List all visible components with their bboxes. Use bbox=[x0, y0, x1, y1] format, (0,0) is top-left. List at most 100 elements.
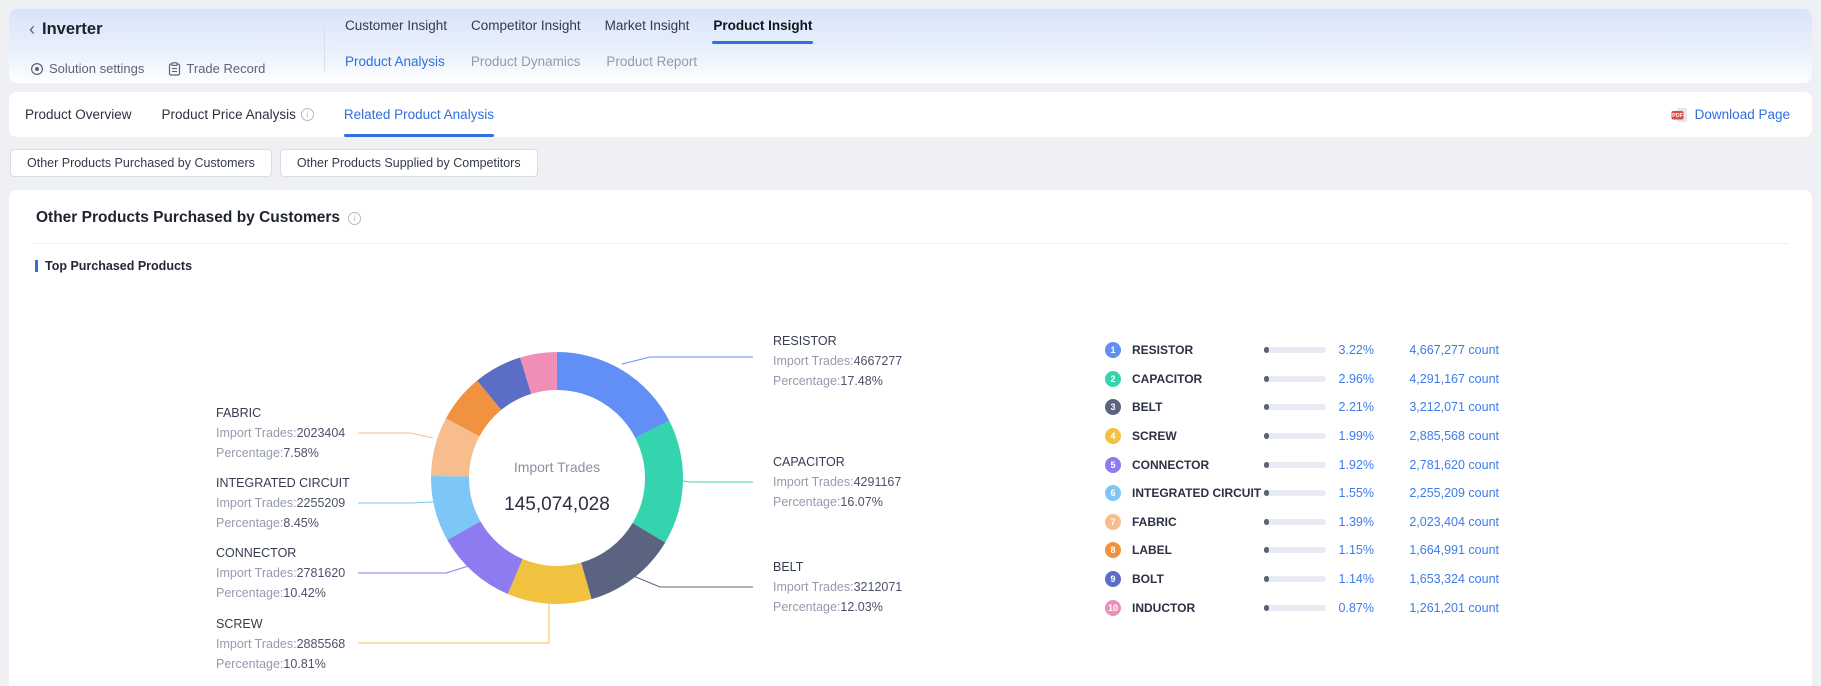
sub-section-title: Top Purchased Products bbox=[45, 259, 192, 273]
rank-bar bbox=[1264, 376, 1326, 382]
rank-bar bbox=[1264, 462, 1326, 468]
rank-percent: 1.14% bbox=[1326, 572, 1374, 586]
ranking-row[interactable]: 8 LABEL 1.15% 1,664,991 count bbox=[1105, 536, 1499, 565]
tab-product-report[interactable]: Product Report bbox=[606, 53, 697, 71]
donut-segment-screw[interactable] bbox=[508, 559, 592, 604]
rank-bar-fill bbox=[1264, 490, 1269, 496]
rank-badge: 9 bbox=[1105, 571, 1121, 587]
rank-bar-fill bbox=[1264, 462, 1269, 468]
section-title-row: Other Products Purchased by Customers i bbox=[36, 209, 361, 227]
page: ‹ Inverter Solution settings Trade Recor… bbox=[0, 0, 1821, 686]
clipboard-icon bbox=[168, 62, 181, 76]
ranking-row[interactable]: 6 INTEGRATED CIRCUIT 1.55% 2,255,209 cou… bbox=[1105, 479, 1499, 508]
tab-customer-insight[interactable]: Customer Insight bbox=[345, 17, 447, 35]
rank-badge: 4 bbox=[1105, 428, 1121, 444]
solution-settings-label: Solution settings bbox=[49, 61, 144, 76]
rank-count: 4,667,277 count bbox=[1374, 343, 1499, 357]
rank-bar-fill bbox=[1264, 605, 1269, 611]
rank-name: INDUCTOR bbox=[1132, 601, 1264, 615]
rank-bar bbox=[1264, 547, 1326, 553]
rank-count: 2,023,404 count bbox=[1374, 515, 1499, 529]
rank-percent: 2.96% bbox=[1326, 372, 1374, 386]
tab-product-price-analysis-label: Product Price Analysis bbox=[162, 107, 296, 122]
rank-badge: 7 bbox=[1105, 514, 1121, 530]
callout-pct-value: 17.48% bbox=[840, 374, 882, 388]
ranking-row[interactable]: 9 BOLT 1.14% 1,653,324 count bbox=[1105, 565, 1499, 594]
filter-purchased-by-customers[interactable]: Other Products Purchased by Customers bbox=[10, 149, 272, 177]
tab-related-product-analysis[interactable]: Related Product Analysis bbox=[344, 92, 494, 137]
callout-pct-key: Percentage: bbox=[216, 586, 283, 600]
callout-pct-key: Percentage: bbox=[216, 446, 283, 460]
filter-row: Other Products Purchased by Customers Ot… bbox=[10, 149, 538, 177]
callout-integrated-circuit: INTEGRATED CIRCUIT Import Trades:2255209… bbox=[216, 473, 396, 533]
callout-belt: BELT Import Trades:3212071 Percentage:12… bbox=[773, 557, 953, 617]
rank-name: CAPACITOR bbox=[1132, 372, 1264, 386]
callout-resistor: RESISTOR Import Trades:4667277 Percentag… bbox=[773, 331, 953, 391]
callout-name: BELT bbox=[773, 557, 953, 577]
tab-related-product-analysis-label: Related Product Analysis bbox=[344, 107, 494, 122]
tab-market-insight[interactable]: Market Insight bbox=[605, 17, 690, 35]
callout-pct-value: 16.07% bbox=[840, 495, 882, 509]
info-icon[interactable]: i bbox=[301, 108, 314, 121]
nav-divider bbox=[339, 43, 1802, 44]
ranking-row[interactable]: 10 INDUCTOR 0.87% 1,261,201 count bbox=[1105, 593, 1499, 622]
tab-product-overview[interactable]: Product Overview bbox=[25, 92, 132, 137]
tab-competitor-insight[interactable]: Competitor Insight bbox=[471, 17, 581, 35]
rank-count: 2,781,620 count bbox=[1374, 458, 1499, 472]
main-nav: Customer Insight Competitor Insight Mark… bbox=[345, 17, 812, 35]
callout-name: SCREW bbox=[216, 614, 396, 634]
download-page-button[interactable]: PDF Download Page bbox=[1671, 92, 1790, 137]
callout-trades-value: 2255209 bbox=[297, 496, 346, 510]
callout-pct-value: 7.58% bbox=[283, 446, 318, 460]
callout-trades-key: Import Trades: bbox=[216, 566, 297, 580]
donut-segment-resistor[interactable] bbox=[557, 352, 669, 438]
rank-bar bbox=[1264, 490, 1326, 496]
tab-product-dynamics[interactable]: Product Dynamics bbox=[471, 53, 581, 71]
ranking-row[interactable]: 5 CONNECTOR 1.92% 2,781,620 count bbox=[1105, 450, 1499, 479]
ranking-row[interactable]: 2 CAPACITOR 2.96% 4,291,167 count bbox=[1105, 365, 1499, 394]
rank-badge: 10 bbox=[1105, 600, 1121, 616]
donut-center-label: Import Trades bbox=[457, 459, 657, 475]
section-divider bbox=[32, 243, 1789, 244]
section-title: Other Products Purchased by Customers bbox=[36, 209, 340, 227]
callout-trades-key: Import Trades: bbox=[216, 496, 297, 510]
download-page-label: Download Page bbox=[1695, 107, 1790, 122]
toolbar-tabs: Product Overview Product Price Analysis … bbox=[25, 92, 494, 137]
info-icon[interactable]: i bbox=[348, 212, 361, 225]
callout-pct-key: Percentage: bbox=[773, 600, 840, 614]
rank-bar-fill bbox=[1264, 433, 1269, 439]
main-panel: Other Products Purchased by Customers i … bbox=[9, 190, 1812, 686]
rank-badge: 2 bbox=[1105, 371, 1121, 387]
ranking-row[interactable]: 4 SCREW 1.99% 2,885,568 count bbox=[1105, 422, 1499, 451]
ranking-row[interactable]: 1 RESISTOR 3.22% 4,667,277 count bbox=[1105, 336, 1499, 365]
trade-record-link[interactable]: Trade Record bbox=[168, 61, 265, 76]
tab-product-analysis[interactable]: Product Analysis bbox=[345, 53, 445, 71]
rank-name: BELT bbox=[1132, 400, 1264, 414]
donut-segment-capacitor[interactable] bbox=[633, 421, 683, 543]
rank-count: 3,212,071 count bbox=[1374, 400, 1499, 414]
callout-pct-key: Percentage: bbox=[773, 374, 840, 388]
rank-bar bbox=[1264, 576, 1326, 582]
callout-name: CONNECTOR bbox=[216, 543, 396, 563]
sub-nav: Product Analysis Product Dynamics Produc… bbox=[345, 53, 697, 71]
rank-name: RESISTOR bbox=[1132, 343, 1264, 357]
rank-bar-fill bbox=[1264, 547, 1269, 553]
rank-count: 1,653,324 count bbox=[1374, 572, 1499, 586]
rank-count: 1,261,201 count bbox=[1374, 601, 1499, 615]
rank-bar bbox=[1264, 519, 1326, 525]
rank-count: 4,291,167 count bbox=[1374, 372, 1499, 386]
ranking-row[interactable]: 7 FABRIC 1.39% 2,023,404 count bbox=[1105, 508, 1499, 537]
rank-percent: 3.22% bbox=[1326, 343, 1374, 357]
callout-pct-value: 10.81% bbox=[283, 657, 325, 671]
rank-badge: 1 bbox=[1105, 342, 1121, 358]
tab-product-price-analysis[interactable]: Product Price Analysis i bbox=[162, 92, 314, 137]
rank-bar-fill bbox=[1264, 376, 1269, 382]
ranking-row[interactable]: 3 BELT 2.21% 3,212,071 count bbox=[1105, 393, 1499, 422]
filter-supplied-by-competitors[interactable]: Other Products Supplied by Competitors bbox=[280, 149, 538, 177]
rank-name: INTEGRATED CIRCUIT bbox=[1132, 486, 1264, 500]
back-chevron-icon[interactable]: ‹ bbox=[29, 21, 35, 37]
tab-product-insight[interactable]: Product Insight bbox=[713, 17, 812, 35]
pdf-icon: PDF bbox=[1671, 107, 1689, 123]
rank-name: CONNECTOR bbox=[1132, 458, 1264, 472]
solution-settings-link[interactable]: Solution settings bbox=[30, 61, 144, 76]
